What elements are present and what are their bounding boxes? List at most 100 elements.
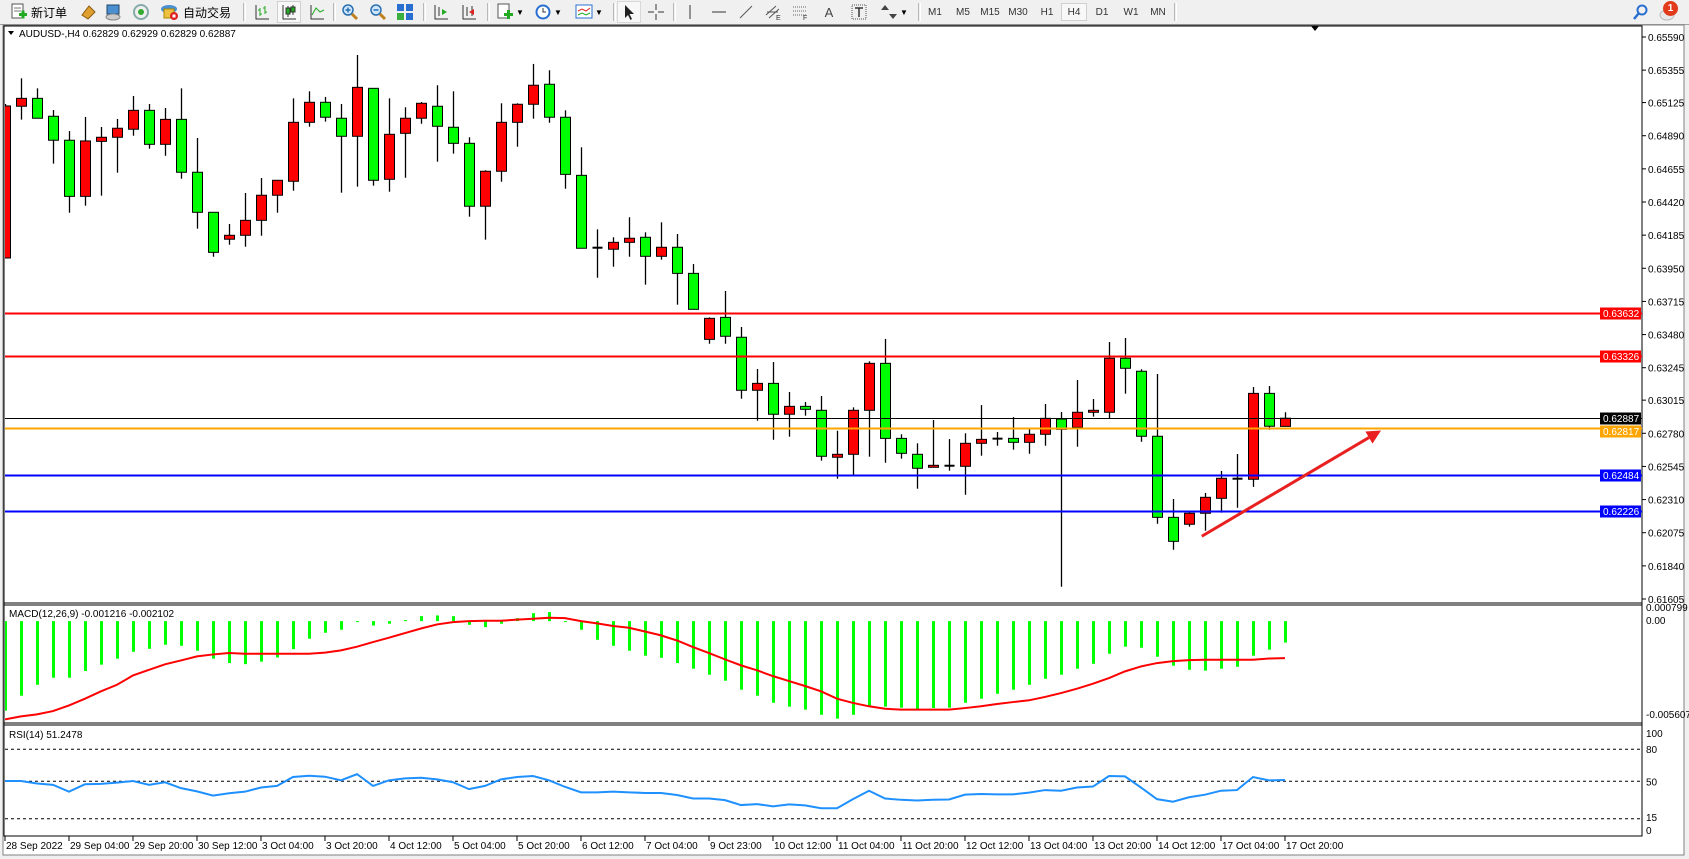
candlestick-button[interactable] xyxy=(277,1,301,23)
new-order-button[interactable]: 新订单 xyxy=(10,2,67,22)
rsi-tick-label: 50 xyxy=(1646,777,1658,788)
market-watch-button[interactable] xyxy=(103,2,123,22)
tile-windows-button[interactable] xyxy=(395,2,415,22)
macd-histogram-bar xyxy=(884,621,887,707)
bull-candle xyxy=(480,170,491,207)
bull-candle xyxy=(512,103,523,123)
arrows-button[interactable]: ▼ xyxy=(877,2,911,22)
timeframe-w1[interactable]: W1 xyxy=(1123,6,1139,18)
line-chart-button[interactable] xyxy=(307,2,327,22)
new-chart-button[interactable]: ▼ xyxy=(493,2,527,22)
chevron-down-icon[interactable] xyxy=(8,31,14,35)
bull-candle xyxy=(1040,417,1051,435)
auto-scroll-button[interactable] xyxy=(459,2,479,22)
search-icon xyxy=(1633,4,1648,20)
time-tick-label: 6 Oct 12:00 xyxy=(582,841,634,852)
candles xyxy=(5,55,1291,587)
bar-chart-button[interactable] xyxy=(252,2,272,22)
macd-histogram-bar xyxy=(948,621,951,708)
auto-trading-icon xyxy=(161,5,178,20)
templates-button[interactable]: ▼ xyxy=(572,2,606,22)
history-center-button[interactable] xyxy=(78,2,98,22)
annotation-arrow[interactable] xyxy=(1201,430,1381,538)
time-tick-label: 13 Oct 04:00 xyxy=(1030,841,1088,852)
time-tick-label: 29 Sep 04:00 xyxy=(70,841,130,852)
equidistant-channel-button[interactable]: E xyxy=(763,2,783,22)
macd-label: MACD(12,26,9) -0.001216 -0.002102 xyxy=(9,609,175,620)
time-tick-label: 29 Sep 20:00 xyxy=(134,841,194,852)
macd-histogram-bar xyxy=(596,621,599,640)
macd-histogram-bar xyxy=(84,621,87,672)
text-label-button[interactable] xyxy=(849,2,869,22)
bull-candle xyxy=(608,241,619,250)
macd-histogram-bar xyxy=(1108,621,1111,654)
timeframe-m1[interactable]: M1 xyxy=(928,6,942,18)
timeframe-m5[interactable]: M5 xyxy=(956,6,970,18)
rsi-tick-label: 15 xyxy=(1646,813,1658,824)
periodicity-button[interactable]: ▼ xyxy=(531,2,565,22)
macd-histogram-bar xyxy=(804,621,807,710)
bear-candle xyxy=(1008,437,1019,443)
bear-candle xyxy=(448,126,459,144)
macd-histogram-bar xyxy=(52,621,55,678)
macd-histogram-bar xyxy=(1172,621,1175,666)
toolbar-separator xyxy=(423,3,426,21)
price-level-label: 0.62226 xyxy=(1603,507,1640,518)
zoom-out-button[interactable] xyxy=(368,2,388,22)
bear-candle xyxy=(880,362,891,439)
vertical-line-button[interactable] xyxy=(680,2,700,22)
timeframe-d1[interactable]: D1 xyxy=(1095,6,1109,18)
time-tick-label: 30 Sep 12:00 xyxy=(198,841,258,852)
notification-badge: 1 xyxy=(1663,1,1678,16)
search-button[interactable] xyxy=(1631,2,1651,22)
fibonacci-button[interactable]: F xyxy=(790,2,810,22)
horizontal-line-button[interactable] xyxy=(709,2,729,22)
svg-text:F: F xyxy=(803,15,807,21)
macd-histogram-bar xyxy=(868,621,871,706)
toolbar: 新订单 自动交易 ▼ ▼ ▼ E F A ▼ M1 M5 M15 M30 H1 … xyxy=(0,0,1689,25)
timeframe-m15[interactable]: M15 xyxy=(980,6,1000,18)
chart-title: AUDUSD-,H4 0.62829 0.62929 0.62829 0.628… xyxy=(19,29,236,40)
bear-candle xyxy=(192,171,203,213)
macd-histogram-bar xyxy=(980,621,983,699)
macd-histogram-bar xyxy=(484,621,487,628)
time-tick-label: 5 Oct 20:00 xyxy=(518,841,570,852)
periodicity-icon xyxy=(535,4,551,20)
macd-histogram-bar xyxy=(724,621,727,681)
macd-histogram-bar xyxy=(612,621,615,646)
crosshair-button[interactable] xyxy=(646,2,666,22)
macd-histogram-bar xyxy=(1252,621,1255,656)
auto-trading-button[interactable]: 自动交易 xyxy=(160,2,231,22)
macd-histogram-bar xyxy=(276,621,279,658)
chart-shift-button[interactable] xyxy=(431,2,451,22)
chart-shift-marker[interactable] xyxy=(1311,26,1319,31)
timeframe-h1[interactable]: H1 xyxy=(1040,6,1054,18)
plot-frame xyxy=(3,25,1643,837)
bull-candle xyxy=(752,382,763,391)
candlestick-icon xyxy=(282,5,296,20)
text-button[interactable]: A xyxy=(819,2,839,22)
price-level-tag xyxy=(1600,425,1641,438)
bull-candle xyxy=(864,362,875,411)
price-tick-label: 0.64655 xyxy=(1648,165,1685,176)
zoom-in-button[interactable] xyxy=(340,2,360,22)
macd-signal-line xyxy=(5,616,1286,721)
bull-candle xyxy=(400,117,411,134)
timeframe-m30[interactable]: M30 xyxy=(1008,6,1028,18)
macd-histogram-bar xyxy=(548,612,551,622)
price-level-tag xyxy=(1600,412,1641,425)
price-tick-label: 0.64420 xyxy=(1648,198,1685,209)
timeframe-h4[interactable]: H4 xyxy=(1061,3,1087,21)
bear-candle xyxy=(576,174,587,249)
macd-histogram-bar xyxy=(580,621,583,630)
bear-candle xyxy=(1120,357,1131,369)
signals-button[interactable] xyxy=(131,2,151,22)
timeframe-mn[interactable]: MN xyxy=(1150,6,1166,18)
macd-tick-label: -0.005607 xyxy=(1646,710,1689,721)
macd-histogram-bar xyxy=(228,621,231,664)
bear-candle xyxy=(768,382,779,415)
cursor-button[interactable] xyxy=(617,1,641,23)
trendline-button[interactable] xyxy=(736,2,756,22)
macd-tick-label: 0.00 xyxy=(1646,616,1666,627)
